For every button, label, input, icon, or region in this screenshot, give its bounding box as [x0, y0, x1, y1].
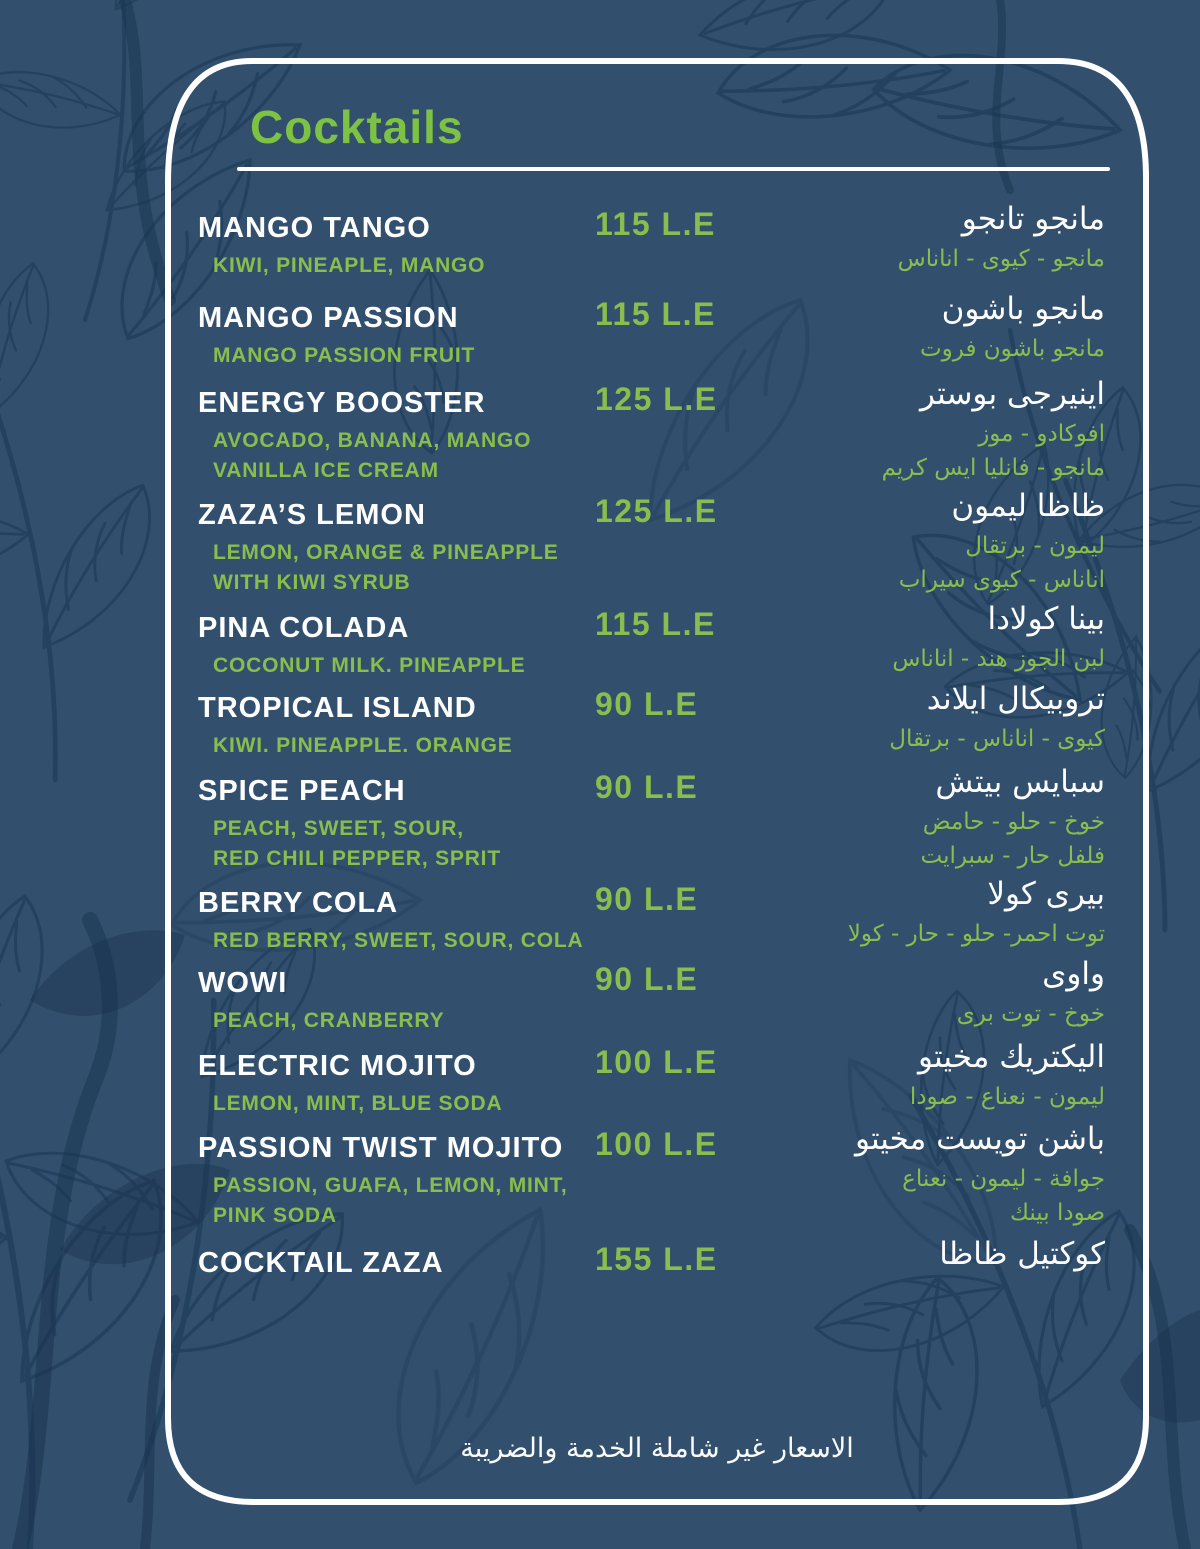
menu-item-row: TROPICAL ISLAND KIWI. PINEAPPLE. ORANGE …: [198, 681, 1105, 761]
item-name-en: WOWI: [198, 967, 288, 999]
item-desc-en: MANGO PASSION FRUIT: [213, 344, 476, 367]
item-name-en: TROPICAL ISLAND: [198, 692, 477, 724]
item-desc-ar: اناناس - كيوى سيراب: [898, 567, 1105, 593]
item-desc-ar: مانجو - كيوى - اناناس: [897, 246, 1105, 272]
item-desc-en: WITH KIWI SYRUB: [213, 571, 411, 594]
item-desc-en: KIWI, PINEAPLE, MANGO: [213, 254, 486, 277]
item-name-en: ZAZA’S LEMON: [198, 499, 426, 531]
item-desc-ar: جوافة - ليمون - نعناع: [902, 1166, 1105, 1192]
item-price: 100 L.E: [595, 1126, 718, 1162]
menu-item-row: ENERGY BOOSTER AVOCADO, BANANA, MANGO VA…: [198, 376, 1105, 486]
item-name-ar: باشن تويست مخيتو: [854, 1121, 1105, 1157]
item-price: 115 L.E: [595, 206, 716, 242]
item-name-ar: مانجو تانجو: [961, 201, 1105, 237]
item-desc-en: AVOCADO, BANANA, MANGO: [213, 429, 532, 452]
item-desc-ar: صودا بينك: [1009, 1200, 1105, 1226]
item-name-ar: تروبيكال ايلاند: [926, 681, 1105, 717]
menu-item-row: COCKTAIL ZAZA 155 L.E كوكتيل ظاظا: [198, 1236, 1105, 1281]
item-price: 125 L.E: [595, 381, 718, 417]
menu-item-row: PASSION TWIST MOJITO PASSION, GUAFA, LEM…: [198, 1121, 1105, 1231]
item-desc-ar: مانجو باشون فروت: [920, 336, 1105, 362]
item-desc-en: KIWI. PINEAPPLE. ORANGE: [213, 734, 513, 757]
item-desc-en: RED CHILI PEPPER, SPRIT: [213, 847, 501, 870]
item-name-en: MANGO PASSION: [198, 302, 459, 334]
item-name-en: MANGO TANGO: [198, 212, 431, 244]
item-desc-en: LEMON, MINT, BLUE SODA: [213, 1092, 503, 1115]
item-desc-ar: ليمون - نعناع - صودا: [909, 1084, 1105, 1110]
item-name-ar: اليكتريك مخيتو: [918, 1039, 1105, 1075]
item-name-en: COCKTAIL ZAZA: [198, 1247, 444, 1279]
item-desc-ar: كيوى - اناناس - برتقال: [889, 726, 1105, 752]
item-desc-ar: توت احمر- حلو - حار - كولا: [847, 921, 1105, 947]
item-desc-en: PASSION, GUAFA, LEMON, MINT,: [213, 1174, 568, 1197]
item-name-ar: سبايس بيتش: [935, 764, 1105, 800]
item-desc-ar: خوخ - توت برى: [956, 1001, 1105, 1027]
item-name-ar: مانجو باشون: [941, 291, 1105, 327]
item-desc-en: VANILLA ICE CREAM: [213, 459, 439, 482]
item-price: 90 L.E: [595, 769, 699, 805]
menu-item-row: MANGO PASSION MANGO PASSION FRUIT 115 L.…: [198, 291, 1105, 371]
menu-item-row: WOWI PEACH, CRANBERRY 90 L.E واوى خوخ - …: [198, 956, 1105, 1036]
item-desc-en: PEACH, SWEET, SOUR,: [213, 817, 464, 840]
item-name-ar: واوى: [1042, 956, 1105, 992]
item-desc-en: PEACH, CRANBERRY: [213, 1009, 445, 1032]
menu-item-row: BERRY COLA RED BERRY, SWEET, SOUR, COLA …: [198, 876, 1105, 956]
item-price: 90 L.E: [595, 881, 699, 917]
item-name-en: PASSION TWIST MOJITO: [198, 1132, 564, 1164]
item-price: 115 L.E: [595, 606, 716, 642]
item-price: 90 L.E: [595, 961, 699, 997]
item-name-en: BERRY COLA: [198, 887, 399, 919]
item-name-ar: بيرى كولا: [987, 876, 1105, 912]
title-underline: [237, 167, 1110, 171]
item-desc-ar: فلفل حار - سبرايت: [920, 843, 1105, 869]
item-desc-en: COCONUT MILK. PINEAPPLE: [213, 654, 526, 677]
item-desc-ar: افوكادو - موز: [978, 421, 1105, 447]
menu-item-row: ZAZA’S LEMON LEMON, ORANGE & PINEAPPLE W…: [198, 488, 1105, 598]
item-price: 90 L.E: [595, 686, 699, 722]
item-desc-ar: خوخ - حلو - حامض: [922, 809, 1105, 835]
menu-item-row: ELECTRIC MOJITO LEMON, MINT, BLUE SODA 1…: [198, 1039, 1105, 1119]
item-desc-en: LEMON, ORANGE & PINEAPPLE: [213, 541, 559, 564]
item-desc-en: PINK SODA: [213, 1204, 337, 1227]
item-desc-ar: ليمون - برتقال: [965, 533, 1105, 559]
item-name-en: PINA COLADA: [198, 612, 410, 644]
menu-item-row: SPICE PEACH PEACH, SWEET, SOUR, RED CHIL…: [198, 764, 1105, 874]
item-price: 155 L.E: [595, 1241, 718, 1277]
menu-item-row: PINA COLADA COCONUT MILK. PINEAPPLE 115 …: [198, 601, 1105, 681]
item-name-ar: اينيرجى بوستر: [920, 376, 1105, 412]
item-name-en: ENERGY BOOSTER: [198, 387, 486, 419]
item-name-ar: بينا كولادا: [987, 601, 1105, 637]
item-desc-ar: لبن الجوز هند - اناناس: [892, 646, 1105, 672]
footer-note: الاسعار غير شاملة الخدمة والضريبة: [460, 1433, 854, 1464]
item-name-ar: ظاظا ليمون: [951, 488, 1105, 524]
item-name-ar: كوكتيل ظاظا: [939, 1236, 1105, 1272]
item-name-en: SPICE PEACH: [198, 775, 406, 807]
section-title: Cocktails: [250, 101, 464, 153]
item-price: 115 L.E: [595, 296, 716, 332]
menu-item-row: MANGO TANGO KIWI, PINEAPLE, MANGO 115 L.…: [198, 201, 1105, 281]
item-price: 100 L.E: [595, 1044, 718, 1080]
item-name-en: ELECTRIC MOJITO: [198, 1050, 477, 1082]
item-desc-ar: مانجو - فانليا ايس كريم: [881, 455, 1105, 481]
item-price: 125 L.E: [595, 493, 718, 529]
item-desc-en: RED BERRY, SWEET, SOUR, COLA: [213, 929, 584, 952]
